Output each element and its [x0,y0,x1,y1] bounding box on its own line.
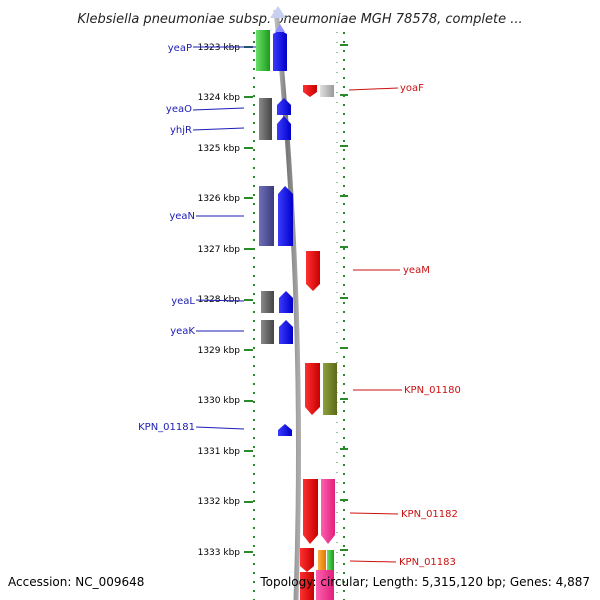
gene-yeaN[interactable] [259,186,293,246]
tick-label: 1323 kbp [198,43,241,53]
gene-label-yeaO[interactable]: yeaO [166,104,192,115]
gene-yeaP[interactable] [256,24,287,71]
gene-label-yoaF[interactable]: yoaF [400,83,424,94]
tick-label: 1327 kbp [198,245,241,255]
topology-text: Topology: circular; Length: 5,315,120 bp… [259,575,590,589]
gene-KPN_01183[interactable] [300,548,334,600]
gene-yhjR[interactable] [277,116,291,140]
gene-label-yeaM[interactable]: yeaM [403,265,430,276]
gene-label-yeaL[interactable]: yeaL [171,296,195,307]
gene-KPN_01181[interactable] [278,424,292,436]
gene-label-yeaP[interactable]: yeaP [168,43,192,54]
gene-label-KPN_01182[interactable]: KPN_01182 [401,509,458,520]
gene-label-yhjR[interactable]: yhjR [170,125,192,136]
gene-yeaK[interactable] [261,320,293,344]
tick-label: 1331 kbp [198,447,241,457]
gene-KPN_01182[interactable] [303,479,335,544]
right-tick-marks [340,44,348,551]
gene-label-yeaN[interactable]: yeaN [169,211,195,222]
tick-label: 1330 kbp [198,396,241,406]
gene-label-KPN_01180[interactable]: KPN_01180 [404,385,461,396]
tick-labels: 1323 kbp 1324 kbp 1325 kbp 1326 kbp 1327… [198,43,241,558]
tick-label: 1324 kbp [198,93,241,103]
chromosome-backbone [273,9,301,600]
left-leader-lines [192,46,256,430]
accession-text: Accession: NC_009648 [8,575,144,589]
right-leader-lines [348,87,402,563]
backbone-arrow-head [270,6,286,18]
gene-label-yeaK[interactable]: yeaK [170,326,195,337]
map-title: Klebsiella pneumoniae subsp. pneumoniae … [77,12,522,27]
gene-yeaM[interactable] [306,251,320,291]
tick-label: 1329 kbp [198,346,241,356]
tick-marks [244,46,253,553]
gene-yeaO[interactable] [259,98,291,140]
gene-label-KPN_01183[interactable]: KPN_01183 [399,557,456,568]
tick-label: 1333 kbp [198,548,241,558]
gene-KPN_01180[interactable] [305,363,337,415]
gene-yoaF[interactable] [303,85,334,97]
tick-label: 1332 kbp [198,497,241,507]
tick-label: 1326 kbp [198,194,241,204]
tick-label: 1325 kbp [198,144,241,154]
gene-yeaL[interactable] [261,291,293,313]
gene-label-KPN_01181[interactable]: KPN_01181 [138,422,195,433]
